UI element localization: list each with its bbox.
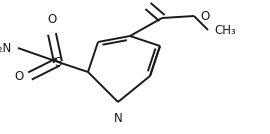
- Text: N: N: [114, 112, 122, 125]
- Text: O: O: [15, 70, 24, 83]
- Text: CH₃: CH₃: [214, 23, 236, 36]
- Text: S: S: [54, 55, 62, 68]
- Text: O: O: [47, 13, 57, 26]
- Text: O: O: [200, 10, 209, 23]
- Text: H₂N: H₂N: [0, 42, 12, 55]
